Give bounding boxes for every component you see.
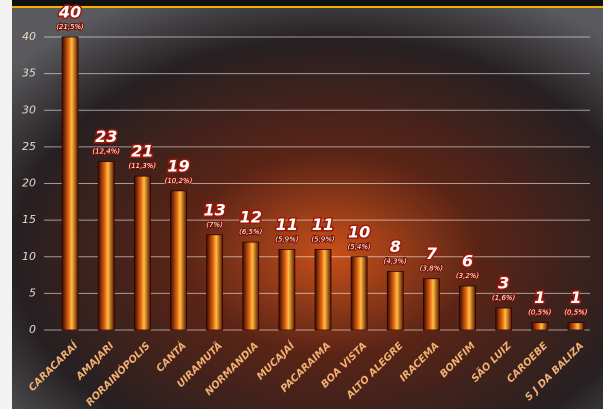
bar xyxy=(350,256,368,331)
top-strip xyxy=(12,0,603,6)
percent-label: (12,4%) xyxy=(92,148,120,156)
bar xyxy=(386,270,404,331)
y-tick-label: 0 xyxy=(29,323,36,336)
y-tick-label: 20 xyxy=(22,177,36,190)
percent-label: (4,3%) xyxy=(384,257,408,265)
bar xyxy=(206,234,224,331)
bar xyxy=(133,175,151,331)
bar xyxy=(495,307,513,331)
y-tick-label: 10 xyxy=(22,250,36,263)
bar xyxy=(61,36,79,331)
y-tick-label: 15 xyxy=(22,213,36,226)
bar xyxy=(170,190,187,331)
value-label: 3 xyxy=(498,274,509,293)
percent-label: (3,8%) xyxy=(420,265,444,273)
top-line xyxy=(12,6,603,8)
percent-label: (7%) xyxy=(206,221,223,229)
value-label: 11 xyxy=(276,215,298,234)
percent-label: (0,5%) xyxy=(564,309,588,317)
bar xyxy=(278,249,296,331)
bar xyxy=(314,249,332,331)
value-label: 19 xyxy=(167,156,189,175)
value-label: 40 xyxy=(58,3,81,22)
percent-label: (5,9%) xyxy=(311,235,335,243)
percent-label: (10,2%) xyxy=(165,177,193,185)
bar xyxy=(459,285,476,331)
y-tick-label: 30 xyxy=(22,103,36,116)
y-tick-label: 5 xyxy=(29,286,36,299)
y-tick-label: 35 xyxy=(22,67,36,80)
value-label: 12 xyxy=(240,208,262,227)
bar xyxy=(531,322,549,331)
value-label: 7 xyxy=(426,244,438,263)
percent-label: (6,5%) xyxy=(239,228,263,236)
value-label: 23 xyxy=(95,127,117,146)
percent-label: (21,5%) xyxy=(56,23,84,31)
bar xyxy=(97,161,115,331)
bar xyxy=(422,278,440,331)
value-label: 8 xyxy=(390,237,401,256)
percent-label: (1,6%) xyxy=(492,294,516,302)
percent-label: (11,3%) xyxy=(128,162,156,170)
value-label: 6 xyxy=(462,252,473,271)
percent-label: (5,4%) xyxy=(348,243,372,251)
y-tick-label: 25 xyxy=(22,140,36,153)
left-panel xyxy=(0,0,12,409)
bar xyxy=(242,241,260,331)
value-label: 1 xyxy=(570,288,581,307)
percent-label: (5,9%) xyxy=(275,235,299,243)
y-tick-label: 40 xyxy=(22,30,36,43)
value-label: 10 xyxy=(348,222,370,241)
value-label: 11 xyxy=(312,215,334,234)
value-label: 13 xyxy=(203,200,225,219)
value-label: 1 xyxy=(534,288,545,307)
percent-label: (0,5%) xyxy=(528,309,552,317)
value-label: 21 xyxy=(131,142,153,161)
percent-label: (3,2%) xyxy=(456,272,480,280)
bar xyxy=(567,322,585,331)
